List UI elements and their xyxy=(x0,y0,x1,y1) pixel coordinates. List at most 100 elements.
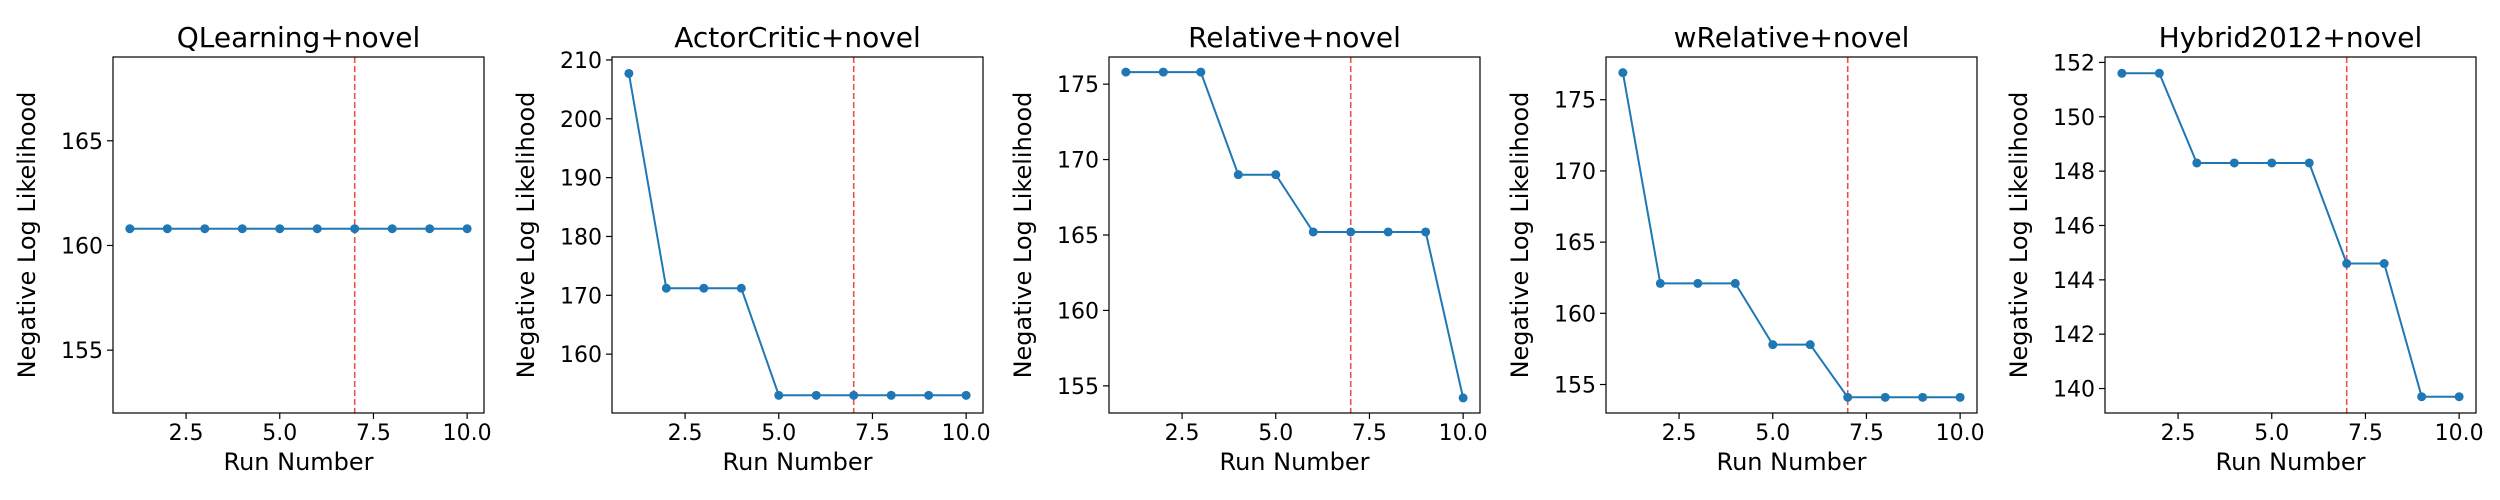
x-tick-label: 2.5 xyxy=(668,421,703,446)
data-point xyxy=(661,283,671,293)
chart-title: ActorCritic+novel xyxy=(674,21,921,54)
y-axis-label: Negative Log Likelihood xyxy=(2005,92,2033,379)
chart-title: wRelative+novel xyxy=(1674,21,1910,54)
y-tick-label: 150 xyxy=(2053,106,2095,131)
axes-frame xyxy=(112,56,485,414)
data-point xyxy=(736,283,746,293)
series-line xyxy=(2121,72,2460,398)
data-point xyxy=(200,224,210,234)
data-point xyxy=(1955,392,1965,402)
data-point xyxy=(886,390,896,400)
x-tick-label: 2.5 xyxy=(1662,421,1697,446)
chart-title: Hybrid2012+novel xyxy=(2159,21,2423,54)
data-point xyxy=(1805,340,1815,350)
data-point xyxy=(1655,278,1665,288)
data-point xyxy=(2229,158,2239,168)
x-tick-label: 7.5 xyxy=(855,421,890,446)
y-tick-label: 170 xyxy=(1057,149,1099,174)
x-tick-label: 5.0 xyxy=(262,421,297,446)
x-tick-label: 10.0 xyxy=(942,421,991,446)
y-tick-label: 148 xyxy=(2053,160,2095,185)
subplot-1: 2.5 5.0 7.5 10.0 155 160 165 QLearning+novel Run… xyxy=(13,21,492,476)
y-axis-label: Negative Log Likelihood xyxy=(13,92,41,379)
data-point xyxy=(462,224,472,234)
x-axis-label: Run Number xyxy=(2215,448,2365,476)
y-axis-label: Negative Log Likelihood xyxy=(1506,92,1534,379)
x-tick-label: 10.0 xyxy=(2435,421,2484,446)
x-tick-label: 7.5 xyxy=(2348,421,2383,446)
y-tick-label: 200 xyxy=(560,108,602,133)
data-point xyxy=(1158,67,1168,77)
y-axis-label: Negative Log Likelihood xyxy=(1009,92,1037,379)
y-tick-label: 170 xyxy=(560,284,602,309)
data-point xyxy=(849,390,859,400)
x-tick-label: 2.5 xyxy=(1165,421,1200,446)
y-tick-label: 155 xyxy=(1057,375,1099,400)
data-point xyxy=(1458,393,1468,403)
data-point xyxy=(275,224,285,234)
data-point xyxy=(1271,170,1281,180)
y-tick-label: 140 xyxy=(2053,378,2095,403)
subplot-4: 2.5 5.0 7.5 10.0 155 160 165 170 175 wRelative+no… xyxy=(1506,21,1985,476)
data-point xyxy=(2304,158,2314,168)
data-point xyxy=(811,390,821,400)
data-point xyxy=(774,390,784,400)
data-point xyxy=(125,224,135,234)
data-point xyxy=(350,224,360,234)
data-point xyxy=(1346,227,1356,237)
data-point xyxy=(961,390,971,400)
data-point xyxy=(1233,170,1243,180)
data-point xyxy=(2154,68,2164,78)
x-tick-label: 2.5 xyxy=(169,421,204,446)
data-point xyxy=(1121,67,1131,77)
subplot-5: 2.5 5.0 7.5 10.0 140 142 144 146 148 150 152 Hybrid… xyxy=(2005,21,2484,476)
data-point xyxy=(387,224,397,234)
y-tick-label: 180 xyxy=(560,225,602,250)
x-tick-label: 5.0 xyxy=(761,421,796,446)
y-tick-label: 144 xyxy=(2053,269,2095,294)
data-point xyxy=(1196,67,1206,77)
y-tick-label: 160 xyxy=(61,234,103,259)
x-axis-label: Run Number xyxy=(223,448,373,476)
chart-title: QLearning+novel xyxy=(177,21,421,54)
y-axis-label: Negative Log Likelihood xyxy=(512,92,540,379)
data-point xyxy=(1843,392,1853,402)
x-tick-label: 2.5 xyxy=(2161,421,2196,446)
y-tick-label: 155 xyxy=(61,339,103,364)
y-tick-label: 142 xyxy=(2053,323,2095,348)
data-point xyxy=(312,224,322,234)
data-point xyxy=(162,224,172,234)
axes-frame xyxy=(611,56,984,414)
x-tick-label: 10.0 xyxy=(1439,421,1488,446)
y-tick-label: 155 xyxy=(1554,374,1596,399)
data-point xyxy=(1730,278,1740,288)
x-axis-label: Run Number xyxy=(1219,448,1369,476)
y-tick-label: 146 xyxy=(2053,214,2095,239)
y-tick-label: 170 xyxy=(1554,160,1596,185)
subplot-3: 2.5 5.0 7.5 10.0 155 160 165 170 175 Relative+nov… xyxy=(1009,21,1488,476)
data-point xyxy=(1918,392,1928,402)
axes-frame xyxy=(1605,56,1978,414)
y-tick-label: 160 xyxy=(1554,302,1596,327)
data-point xyxy=(1693,278,1703,288)
data-point xyxy=(2342,259,2352,269)
data-point xyxy=(2117,68,2127,78)
data-point xyxy=(924,390,934,400)
data-point xyxy=(2417,392,2427,402)
y-tick-label: 160 xyxy=(560,343,602,368)
data-point xyxy=(1421,227,1431,237)
data-point xyxy=(2192,158,2202,168)
subplot-2: 2.5 5.0 7.5 10.0 160 170 180 190 200 210 ActorCrit… xyxy=(512,21,991,476)
x-tick-label: 7.5 xyxy=(1352,421,1387,446)
y-tick-label: 175 xyxy=(1057,73,1099,98)
series-line xyxy=(1621,72,1961,399)
chart-title: Relative+novel xyxy=(1188,21,1401,54)
data-point xyxy=(2454,392,2464,402)
x-tick-label: 10.0 xyxy=(1936,421,1985,446)
y-tick-label: 165 xyxy=(61,130,103,155)
data-point xyxy=(2379,259,2389,269)
y-tick-label: 152 xyxy=(2053,51,2095,76)
data-point xyxy=(1768,340,1778,350)
y-tick-label: 165 xyxy=(1554,231,1596,256)
